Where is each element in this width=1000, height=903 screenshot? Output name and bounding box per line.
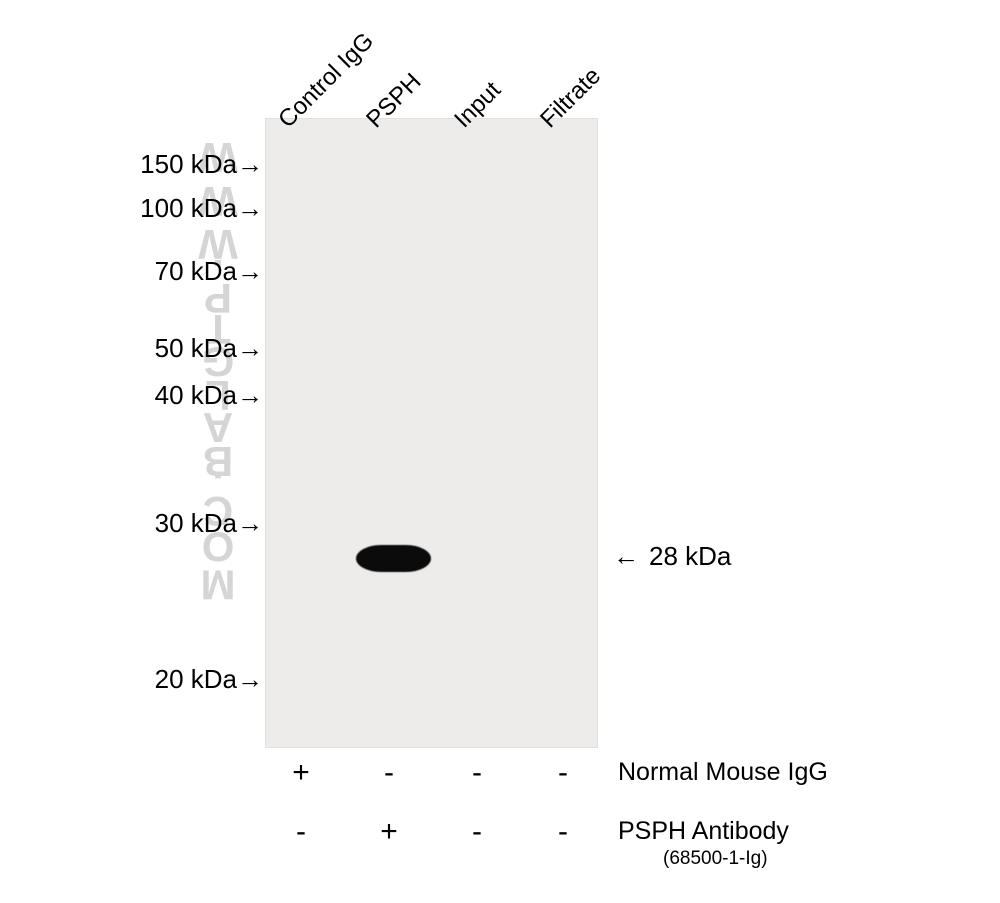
- mw-marker-label: 30 kDa→: [83, 508, 263, 539]
- blot-figure: WWW.PTGLAB.COM Control IgGPSPHInputFiltr…: [0, 0, 1000, 903]
- condition-mark: +: [369, 815, 409, 849]
- condition-mark: -: [281, 815, 321, 849]
- condition-label: PSPH Antibody: [618, 817, 789, 846]
- mw-marker-label: 150 kDa→: [83, 149, 263, 180]
- detected-band: [356, 545, 431, 572]
- detected-band-label: ← 28 kDa: [613, 541, 731, 572]
- mw-marker-label: 40 kDa→: [83, 380, 263, 411]
- condition-mark: -: [543, 815, 583, 849]
- mw-marker-label: 20 kDa→: [83, 664, 263, 695]
- condition-mark: -: [457, 756, 497, 790]
- mw-marker-label: 50 kDa→: [83, 333, 263, 364]
- condition-mark: -: [543, 756, 583, 790]
- condition-mark: +: [281, 756, 321, 790]
- band-size-text: 28 kDa: [649, 541, 731, 572]
- band-arrow-icon: ←: [613, 541, 639, 572]
- condition-sublabel: (68500-1-Ig): [663, 848, 768, 870]
- condition-mark: -: [457, 815, 497, 849]
- condition-mark: -: [369, 756, 409, 790]
- blot-membrane: [265, 118, 598, 748]
- mw-marker-label: 100 kDa→: [83, 193, 263, 224]
- condition-label: Normal Mouse IgG: [618, 758, 828, 787]
- mw-marker-label: 70 kDa→: [83, 256, 263, 287]
